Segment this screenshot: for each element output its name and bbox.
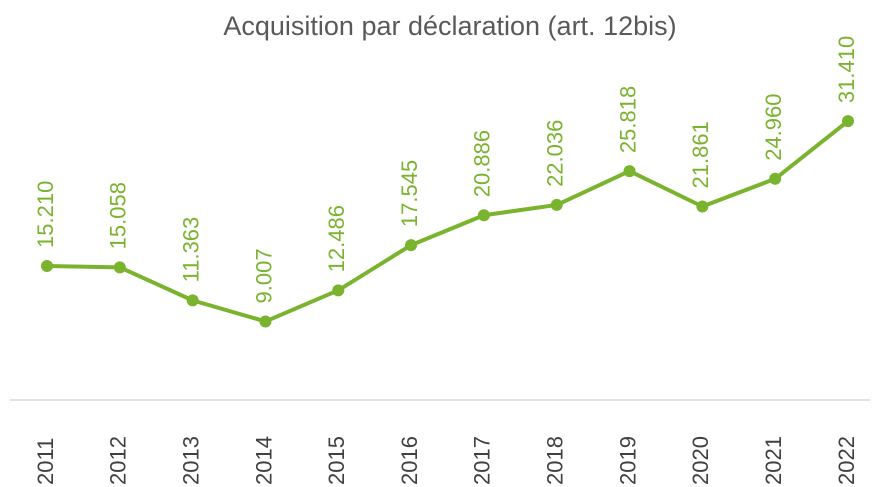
point (41, 259, 53, 272)
x-tick-label: 2012 (106, 436, 131, 485)
chart-title: Acquisition par déclaration (art. 12bis) (223, 11, 676, 41)
data-label: 11.363 (178, 217, 203, 283)
x-tick-label: 2020 (688, 436, 713, 485)
x-tick-label: 2014 (251, 436, 276, 485)
data-label: 12.486 (324, 205, 349, 272)
x-tick-label: 2021 (761, 436, 786, 485)
point (477, 209, 490, 222)
data-label: 24.960 (761, 93, 786, 160)
point (550, 198, 563, 211)
point (842, 115, 854, 128)
data-label: 20.886 (470, 130, 495, 197)
x-tick-label: 2013 (178, 436, 203, 485)
point (186, 294, 199, 307)
x-tick-label: 2011 (33, 438, 58, 485)
data-label: 15.210 (33, 181, 58, 248)
x-tick-label: 2017 (470, 436, 495, 485)
x-tick-label: 2016 (397, 436, 422, 485)
line (46, 119, 850, 324)
point (623, 165, 636, 178)
point (113, 261, 126, 274)
data-label: 17.545 (397, 160, 422, 227)
point (259, 315, 272, 328)
point (769, 172, 782, 185)
data-label: 9.007 (251, 248, 276, 303)
data-label: 22.036 (543, 120, 568, 187)
point (696, 200, 709, 213)
point (332, 284, 345, 297)
data-label: 25.818 (615, 86, 640, 153)
x-tick-label: 2015 (324, 436, 349, 485)
x-tick-label: 2022 (834, 436, 859, 485)
data-label: 21.861 (688, 121, 713, 188)
x-tick-label: 2019 (615, 436, 640, 485)
point (405, 239, 418, 252)
data-label: 15.058 (106, 182, 131, 249)
x-tick-label: 2018 (543, 436, 568, 485)
data-label: 31.410 (834, 36, 859, 103)
